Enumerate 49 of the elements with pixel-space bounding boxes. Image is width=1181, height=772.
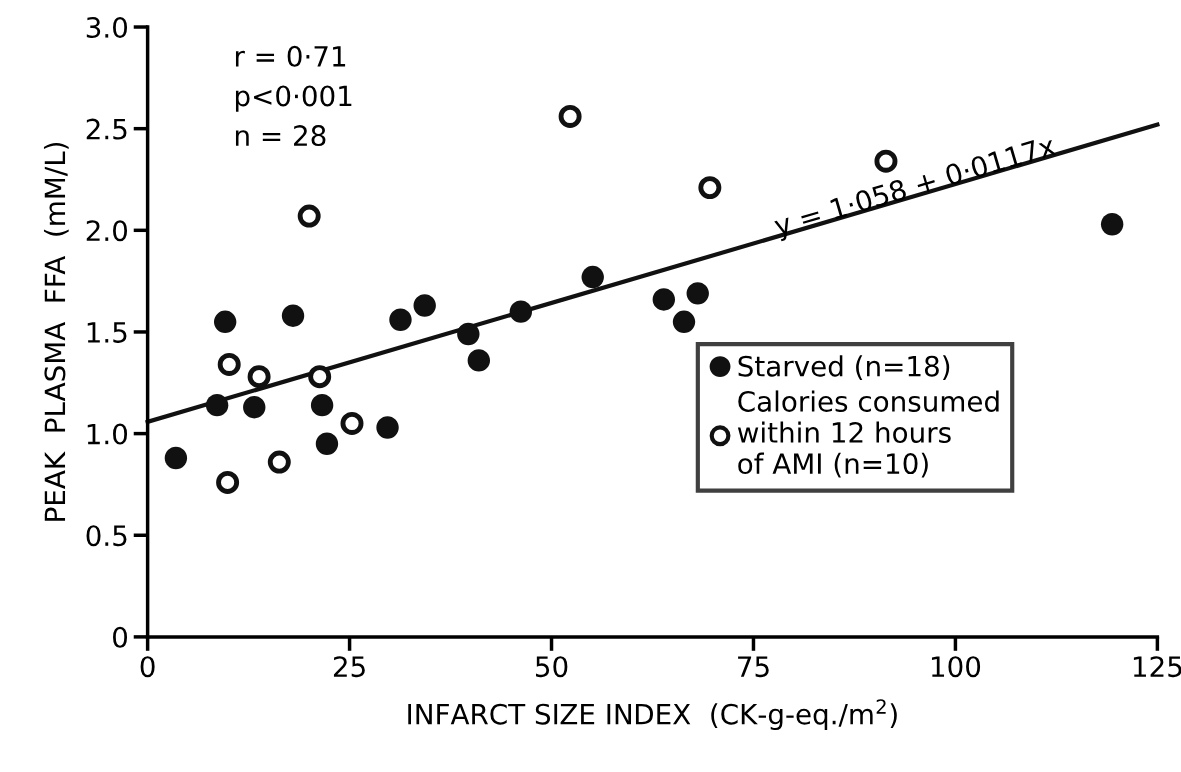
point [581,265,604,289]
point [281,304,305,327]
y-tick-label: 0.5 [86,525,127,547]
annotation: y = 1·058 + 0·0117x [772,134,1059,242]
annotation: n = 28 [235,125,326,147]
point [164,446,188,470]
x-tick-label: 25 [333,656,365,678]
y-tick-label: 0 [113,626,128,648]
x-axis-title: INFARCT SIZE INDEX (CK-g-eq./m$^{2}$) [408,699,897,731]
x-tick-label: 125 [1133,656,1181,678]
point [467,349,491,372]
point [686,282,709,305]
point [376,416,399,439]
point [340,411,364,435]
point [1100,213,1124,236]
point [308,365,332,389]
point [457,322,480,346]
point [243,395,266,419]
x-tick-label: 0 [140,656,155,678]
y-tick-label: 2.0 [86,220,128,242]
annotation: p<0·001 [235,85,352,112]
point [213,310,237,333]
point [297,204,321,228]
point [216,470,240,494]
y-axis-title: PEAK PLASMA FFA (mM/L) [43,142,69,521]
point [652,288,676,311]
point [205,393,229,417]
point [217,353,241,376]
y-tick-label: 3.0 [86,16,128,38]
x-tick-label: 75 [738,656,769,678]
point [315,432,339,455]
point [310,393,334,417]
point [874,149,898,173]
point [413,294,436,317]
x-tick-label: 100 [931,656,981,678]
point [247,365,271,389]
x-tick-label: 50 [536,656,568,678]
point [267,450,291,474]
point [698,176,722,200]
y-tick-label: 1.5 [87,322,127,343]
point [389,308,412,331]
point [558,104,582,128]
y-tick-label: 1.0 [87,423,128,445]
point [509,300,533,323]
legend-label: Calories consumed within 12 hours of AMI (n=10) [737,390,999,478]
annotation: r = 0·71 [235,45,346,67]
point [672,310,696,333]
legend-label: Starved (n=18) [738,355,950,380]
y-tick-label: 2.5 [86,118,127,140]
